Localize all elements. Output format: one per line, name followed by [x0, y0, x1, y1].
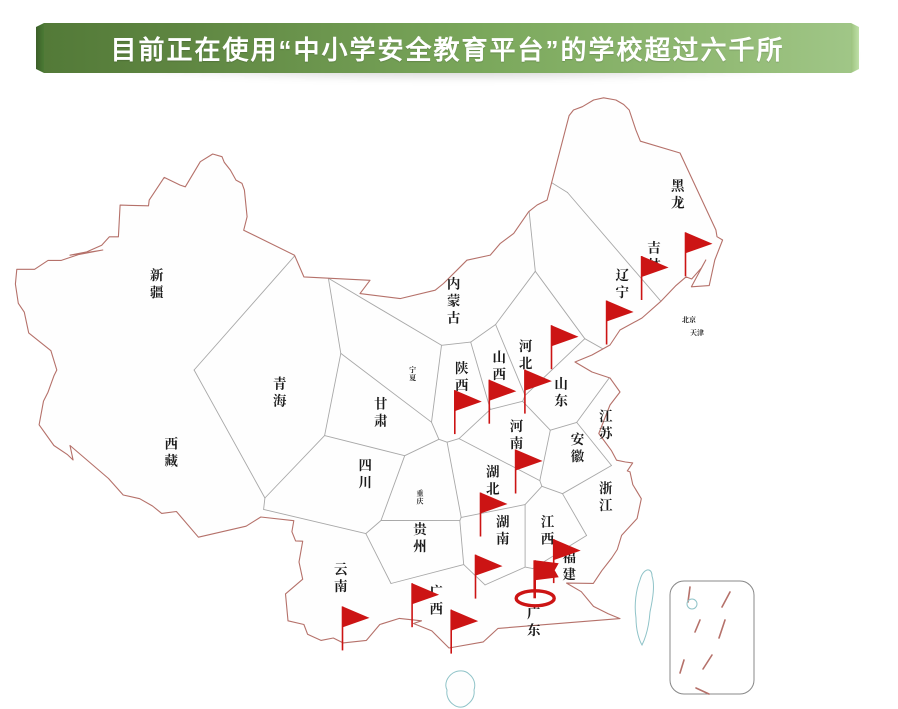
svg-text:青海: 青海 — [273, 372, 287, 409]
svg-text:内蒙古: 内蒙古 — [447, 273, 461, 327]
svg-text:宁夏: 宁夏 — [409, 365, 416, 383]
svg-text:黑龙: 黑龙 — [671, 175, 686, 212]
svg-text:山西: 山西 — [492, 346, 506, 383]
svg-text:北京: 北京 — [682, 315, 697, 325]
svg-text:江苏: 江苏 — [599, 405, 614, 442]
svg-text:广东: 广东 — [527, 602, 542, 639]
svg-text:重庆: 重庆 — [417, 489, 424, 507]
svg-text:天津: 天津 — [690, 328, 704, 338]
svg-text:新疆: 新疆 — [150, 264, 164, 301]
svg-text:安徽: 安徽 — [571, 428, 586, 465]
svg-text:甘肃: 甘肃 — [374, 392, 388, 429]
svg-text:河南: 河南 — [510, 415, 524, 452]
svg-text:浙江: 浙江 — [599, 477, 613, 514]
svg-text:山东: 山东 — [554, 372, 569, 409]
svg-text:西藏: 西藏 — [165, 432, 179, 469]
svg-text:湖北: 湖北 — [486, 461, 500, 498]
svg-text:辽宁: 辽宁 — [615, 264, 629, 301]
svg-text:河北: 河北 — [519, 335, 533, 372]
svg-text:湖南: 湖南 — [496, 511, 510, 548]
svg-text:云南: 云南 — [334, 558, 349, 595]
svg-text:江西: 江西 — [541, 511, 555, 548]
svg-text:陕西: 陕西 — [455, 357, 469, 394]
svg-text:四川: 四川 — [359, 454, 373, 491]
svg-text:广西: 广西 — [430, 581, 444, 618]
